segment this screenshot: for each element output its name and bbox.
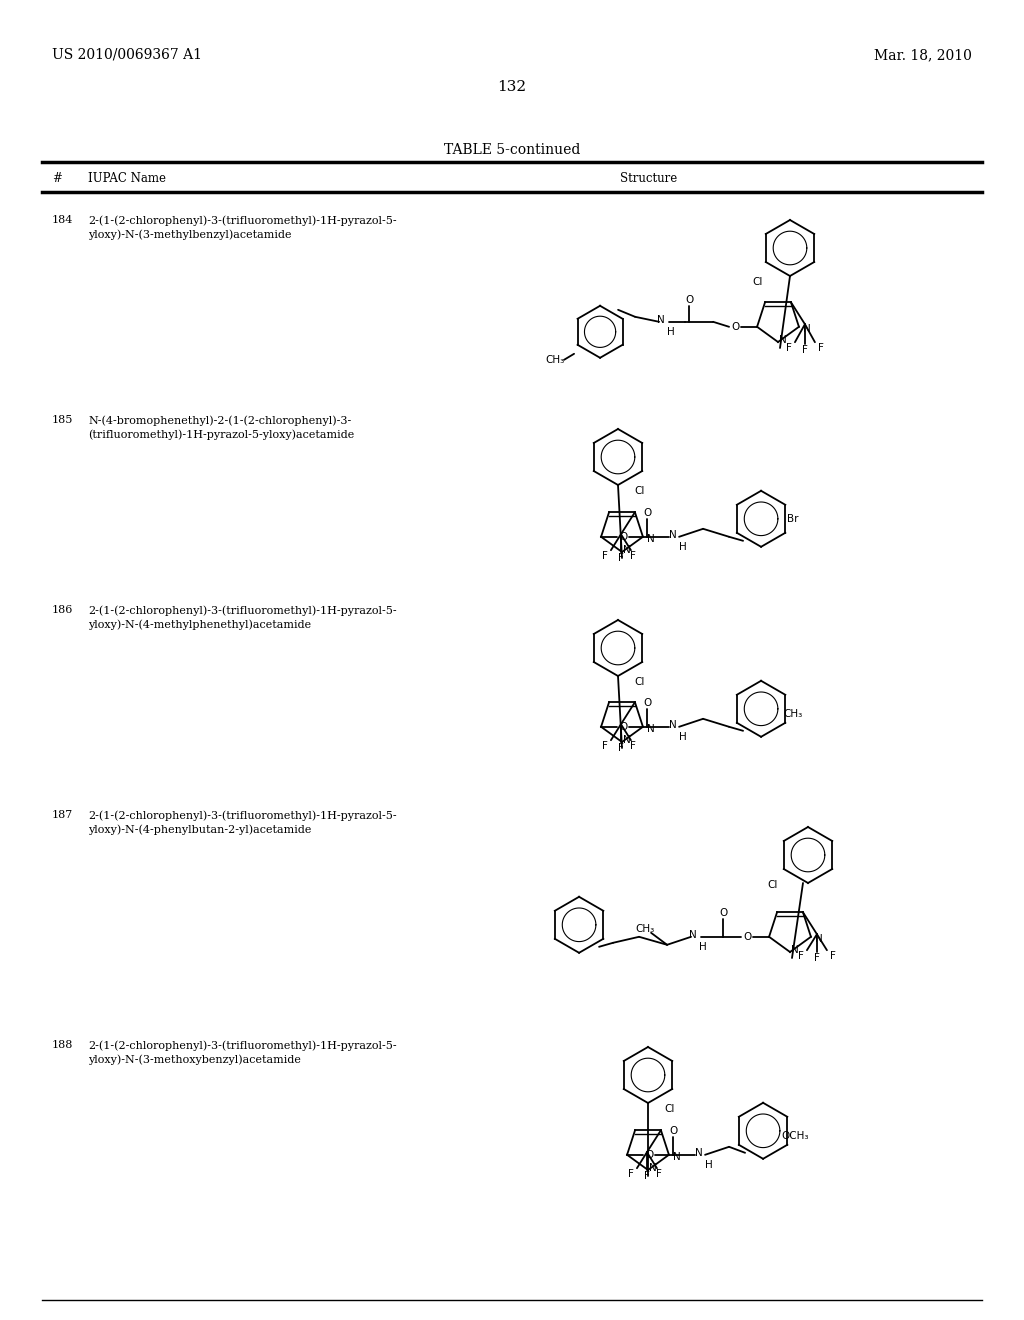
Text: 187: 187 <box>52 810 74 820</box>
Text: yloxy)-N-(4-phenylbutan-2-yl)acetamide: yloxy)-N-(4-phenylbutan-2-yl)acetamide <box>88 824 311 834</box>
Text: Cl: Cl <box>665 1104 675 1114</box>
Text: (trifluoromethyl)-1H-pyrazol-5-yloxy)acetamide: (trifluoromethyl)-1H-pyrazol-5-yloxy)ace… <box>88 429 354 440</box>
Text: F: F <box>786 343 792 354</box>
Text: IUPAC Name: IUPAC Name <box>88 172 166 185</box>
Text: F: F <box>830 952 836 961</box>
Text: 184: 184 <box>52 215 74 224</box>
Text: 2-(1-(2-chlorophenyl)-3-(trifluoromethyl)-1H-pyrazol-5-: 2-(1-(2-chlorophenyl)-3-(trifluoromethyl… <box>88 215 396 226</box>
Text: F: F <box>628 1170 634 1179</box>
Text: N: N <box>670 719 677 730</box>
Text: 186: 186 <box>52 605 74 615</box>
Text: TABLE 5-continued: TABLE 5-continued <box>443 143 581 157</box>
Text: CH₃: CH₃ <box>783 709 803 719</box>
Text: N: N <box>689 929 697 940</box>
Text: OCH₃: OCH₃ <box>781 1131 809 1140</box>
Text: H: H <box>699 941 707 952</box>
Text: N: N <box>670 529 677 540</box>
Text: N-(4-bromophenethyl)-2-(1-(2-chlorophenyl)-3-: N-(4-bromophenethyl)-2-(1-(2-chloropheny… <box>88 414 351 425</box>
Text: N: N <box>657 314 665 325</box>
Text: N: N <box>624 735 631 744</box>
Text: H: H <box>679 541 687 552</box>
Text: N: N <box>815 933 823 944</box>
Text: F: F <box>630 742 636 751</box>
Text: O: O <box>669 1126 677 1135</box>
Text: O: O <box>719 908 727 917</box>
Text: N: N <box>647 533 654 544</box>
Text: 2-(1-(2-chlorophenyl)-3-(trifluoromethyl)-1H-pyrazol-5-: 2-(1-(2-chlorophenyl)-3-(trifluoromethyl… <box>88 605 396 615</box>
Text: N: N <box>649 1163 656 1173</box>
Text: F: F <box>644 1171 650 1181</box>
Text: N: N <box>695 1148 702 1158</box>
Text: N: N <box>673 1152 681 1162</box>
Text: H: H <box>706 1160 713 1170</box>
Text: F: F <box>818 343 824 354</box>
Text: US 2010/0069367 A1: US 2010/0069367 A1 <box>52 48 202 62</box>
Text: Cl: Cl <box>768 880 778 890</box>
Text: F: F <box>630 552 636 561</box>
Text: 185: 185 <box>52 414 74 425</box>
Text: O: O <box>685 294 693 305</box>
Text: yloxy)-N-(3-methoxybenzyl)acetamide: yloxy)-N-(3-methoxybenzyl)acetamide <box>88 1053 301 1064</box>
Text: Br: Br <box>787 513 799 524</box>
Text: 132: 132 <box>498 81 526 94</box>
Text: F: F <box>814 953 820 964</box>
Text: O: O <box>618 722 628 731</box>
Text: CH₃: CH₃ <box>636 924 654 933</box>
Text: Mar. 18, 2010: Mar. 18, 2010 <box>874 48 972 62</box>
Text: yloxy)-N-(4-methylphenethyl)acetamide: yloxy)-N-(4-methylphenethyl)acetamide <box>88 619 311 630</box>
Text: F: F <box>618 743 624 754</box>
Text: N: N <box>647 723 654 734</box>
Text: F: F <box>656 1170 662 1179</box>
Text: N: N <box>803 323 811 334</box>
Text: H: H <box>679 731 687 742</box>
Text: Cl: Cl <box>635 677 645 686</box>
Text: N: N <box>624 545 631 554</box>
Text: H: H <box>668 327 675 337</box>
Text: O: O <box>643 508 651 517</box>
Text: 2-(1-(2-chlorophenyl)-3-(trifluoromethyl)-1H-pyrazol-5-: 2-(1-(2-chlorophenyl)-3-(trifluoromethyl… <box>88 810 396 821</box>
Text: Structure: Structure <box>620 172 677 185</box>
Text: Cl: Cl <box>753 277 763 286</box>
Text: O: O <box>645 1150 653 1160</box>
Text: F: F <box>618 553 624 564</box>
Text: CH₃: CH₃ <box>546 355 564 364</box>
Text: F: F <box>798 952 804 961</box>
Text: O: O <box>731 322 739 331</box>
Text: F: F <box>602 742 608 751</box>
Text: F: F <box>802 346 808 355</box>
Text: O: O <box>743 932 752 941</box>
Text: N: N <box>792 945 799 954</box>
Text: O: O <box>618 532 628 541</box>
Text: F: F <box>602 552 608 561</box>
Text: 188: 188 <box>52 1040 74 1049</box>
Text: Cl: Cl <box>635 486 645 496</box>
Text: O: O <box>643 698 651 708</box>
Text: yloxy)-N-(3-methylbenzyl)acetamide: yloxy)-N-(3-methylbenzyl)acetamide <box>88 228 292 239</box>
Text: 2-(1-(2-chlorophenyl)-3-(trifluoromethyl)-1H-pyrazol-5-: 2-(1-(2-chlorophenyl)-3-(trifluoromethyl… <box>88 1040 396 1051</box>
Text: N: N <box>779 335 786 345</box>
Text: #: # <box>52 172 61 185</box>
